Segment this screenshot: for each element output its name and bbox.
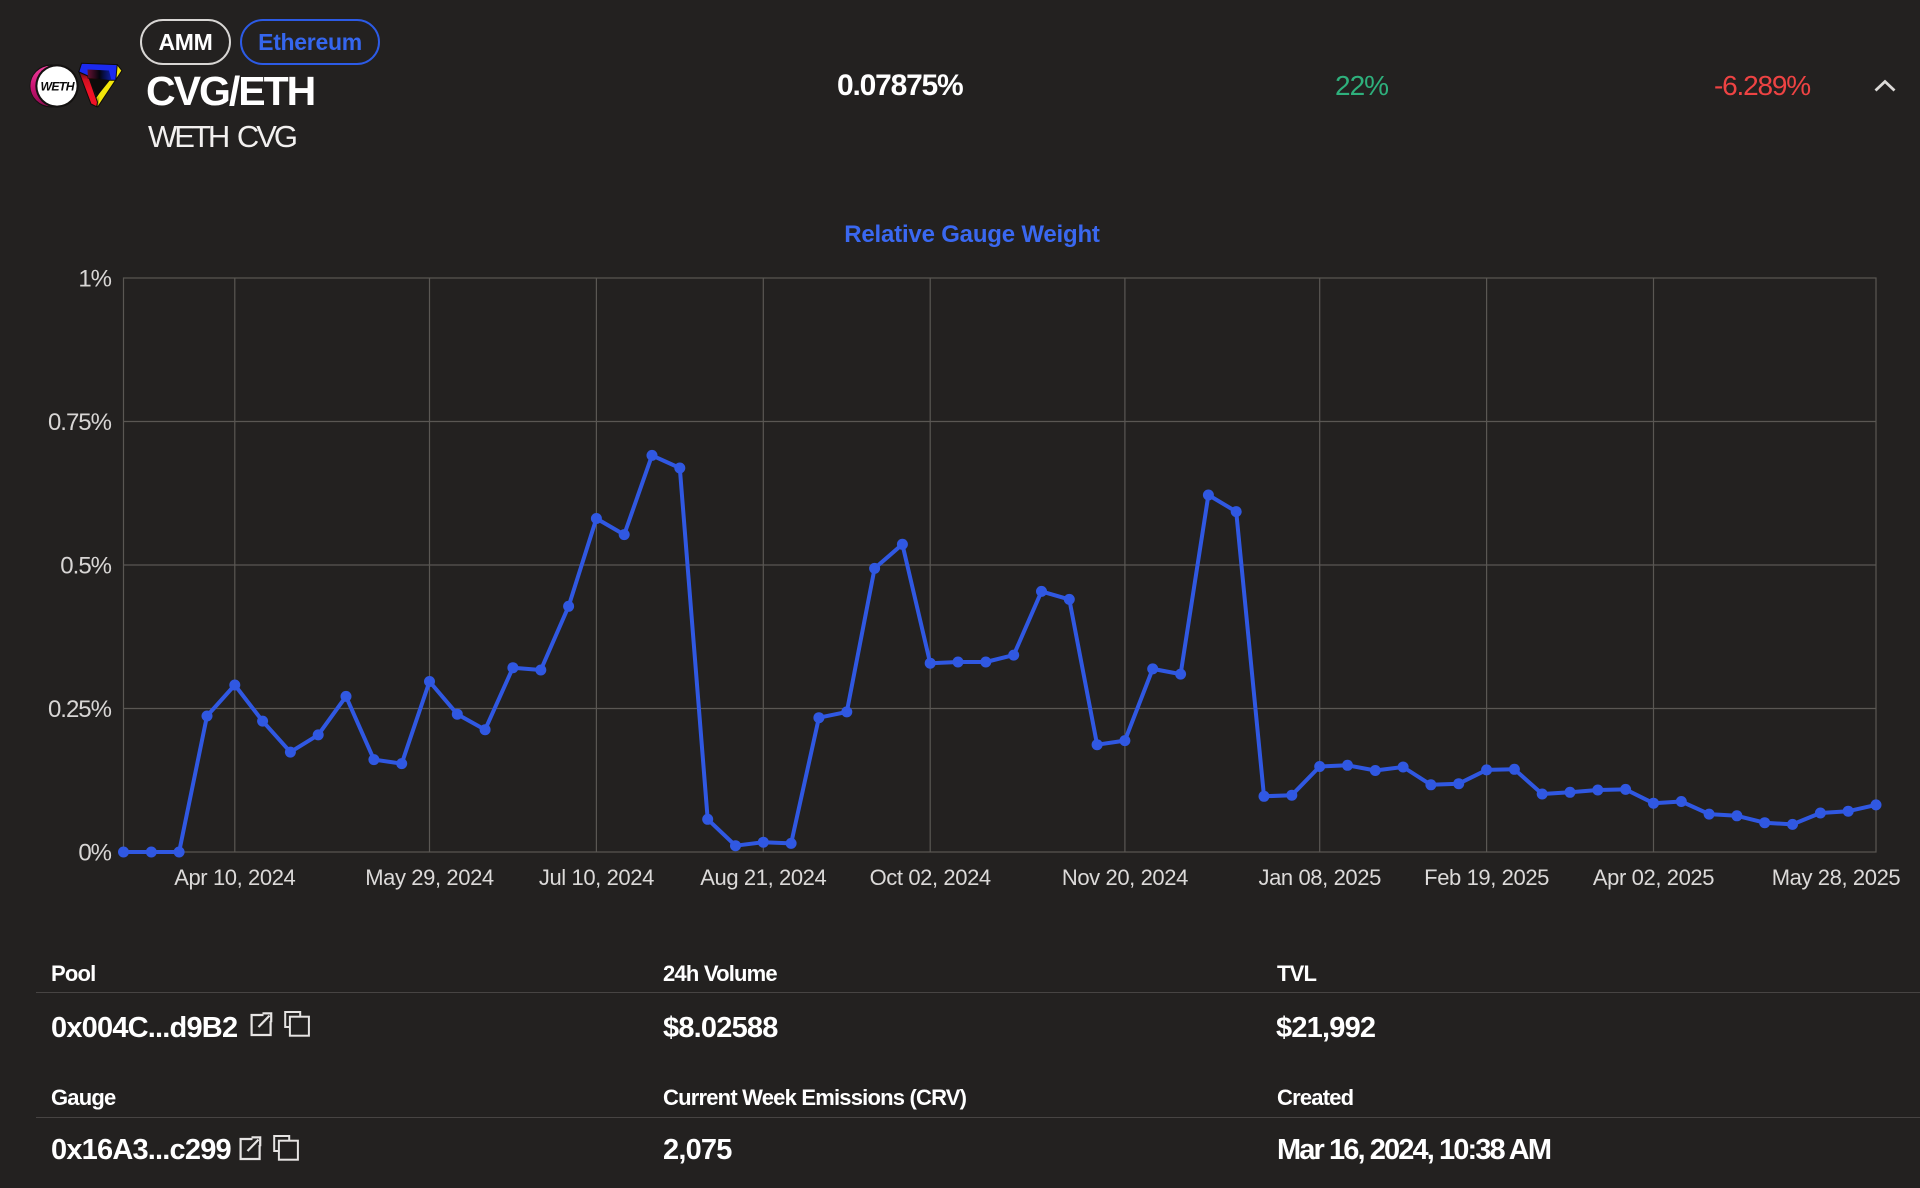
- svg-text:Relative Gauge Weight: Relative Gauge Weight: [844, 221, 1100, 248]
- svg-text:Feb 19, 2025: Feb 19, 2025: [1424, 865, 1549, 890]
- svg-text:Oct 02, 2024: Oct 02, 2024: [870, 865, 991, 890]
- svg-text:May 28, 2025: May 28, 2025: [1772, 865, 1901, 890]
- svg-text:0.75%: 0.75%: [48, 409, 112, 436]
- svg-text:Jan 08, 2025: Jan 08, 2025: [1258, 865, 1381, 890]
- svg-text:May 29, 2024: May 29, 2024: [365, 865, 494, 890]
- svg-text:0%: 0%: [78, 840, 111, 867]
- svg-text:0.25%: 0.25%: [48, 696, 112, 723]
- svg-text:0.5%: 0.5%: [60, 553, 111, 580]
- svg-text:Nov 20, 2024: Nov 20, 2024: [1062, 865, 1188, 890]
- svg-text:Apr 02, 2025: Apr 02, 2025: [1593, 865, 1714, 890]
- svg-text:Jul 10, 2024: Jul 10, 2024: [539, 865, 654, 890]
- svg-text:1%: 1%: [78, 266, 111, 293]
- svg-text:Aug 21, 2024: Aug 21, 2024: [700, 865, 826, 890]
- svg-text:WETH: WETH: [40, 80, 75, 94]
- svg-text:Apr 10, 2024: Apr 10, 2024: [174, 865, 295, 890]
